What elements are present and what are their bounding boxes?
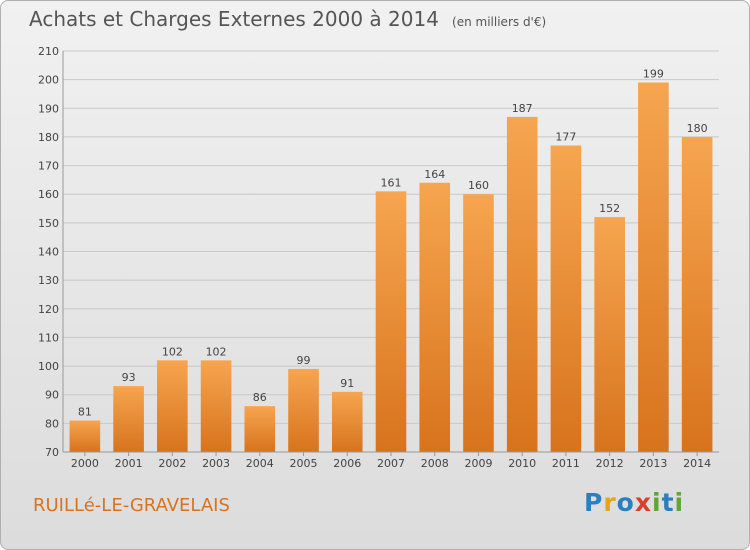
y-tick-label: 200	[38, 74, 59, 87]
bar-2004	[244, 406, 276, 452]
x-tick-label: 2003	[202, 457, 230, 470]
x-tick-label: 2011	[552, 457, 580, 470]
bar-value-label: 102	[206, 345, 227, 358]
bar-value-label: 180	[687, 122, 708, 135]
bar-value-label: 187	[512, 102, 533, 115]
x-tick-label: 2008	[421, 457, 449, 470]
x-tick-label: 2002	[158, 457, 186, 470]
y-tick-label: 150	[38, 217, 59, 230]
y-tick-label: 210	[38, 45, 59, 58]
bar-value-label: 102	[162, 345, 183, 358]
y-tick-label: 170	[38, 160, 59, 173]
y-tick-label: 120	[38, 303, 59, 316]
logo-letter: P	[584, 488, 604, 517]
y-tick-label: 180	[38, 131, 59, 144]
bar-value-label: 164	[424, 168, 445, 181]
bar-value-label: 86	[253, 391, 267, 404]
y-tick-label: 160	[38, 188, 59, 201]
unit-note: (en milliers d'€)	[452, 15, 547, 29]
x-tick-label: 2005	[290, 457, 318, 470]
bar-value-label: 93	[122, 371, 136, 384]
logo-letter: t	[661, 488, 675, 517]
bar-value-label: 152	[599, 202, 620, 215]
x-tick-label: 2012	[596, 457, 624, 470]
bar-2013	[638, 82, 669, 452]
chart-title: Achats et Charges Externes 2000 à 2014 (…	[29, 7, 546, 31]
bar-2014	[681, 136, 713, 452]
bar-value-label: 160	[468, 179, 489, 192]
x-tick-label: 2006	[333, 457, 361, 470]
logo-letter: i	[652, 488, 662, 517]
y-tick-label: 190	[38, 102, 59, 115]
x-tick-label: 2010	[508, 457, 536, 470]
bar-2008	[419, 182, 451, 452]
bar-2010	[506, 116, 538, 452]
bar-2000	[69, 420, 101, 452]
logo-letter: i	[674, 488, 685, 517]
y-tick-label: 140	[38, 246, 59, 259]
bar-value-label: 99	[297, 354, 311, 367]
bar-value-label: 91	[340, 377, 354, 390]
logo-letter: r	[603, 488, 617, 517]
bar-2001	[113, 386, 144, 452]
y-tick-label: 90	[45, 389, 59, 402]
x-tick-label: 2007	[377, 457, 405, 470]
bar-2006	[331, 391, 363, 452]
y-tick-label: 130	[38, 274, 59, 287]
x-tick-label: 2001	[115, 457, 143, 470]
bar-2002	[157, 360, 188, 452]
y-tick-label: 100	[38, 360, 59, 373]
y-tick-label: 70	[45, 446, 59, 459]
bar-value-label: 161	[381, 176, 402, 189]
x-tick-label: 2013	[639, 457, 667, 470]
x-tick-label: 2014	[683, 457, 711, 470]
bar-2005	[288, 368, 319, 452]
bar-2003	[200, 360, 232, 452]
x-tick-label: 2004	[246, 457, 274, 470]
bar-value-label: 81	[78, 405, 92, 418]
x-tick-label: 2009	[464, 457, 492, 470]
y-tick-label: 110	[38, 331, 59, 344]
chart-title-text: Achats et Charges Externes 2000 à 2014	[29, 7, 439, 31]
bars-layer: 81 93 102 102 86 99 91 161 164 160 187 177 152 199 180	[69, 68, 713, 452]
logo-letter: o	[616, 488, 635, 517]
logo-letter: x	[634, 488, 652, 517]
x-tick-label: 2000	[71, 457, 99, 470]
bar-2011	[550, 145, 582, 452]
bar-value-label: 177	[555, 131, 576, 144]
bar-2009	[463, 194, 494, 452]
bar-2007	[375, 191, 407, 452]
axis-layer: 7080901001101201301401501601701801902002…	[38, 45, 719, 470]
bar-2012	[594, 217, 625, 452]
proxiti-logo[interactable]: Proxiti	[584, 488, 684, 517]
y-tick-label: 80	[45, 417, 59, 430]
bar-value-label: 199	[643, 68, 664, 81]
commune-name: RUILLé-LE-GRAVELAIS	[33, 495, 230, 516]
